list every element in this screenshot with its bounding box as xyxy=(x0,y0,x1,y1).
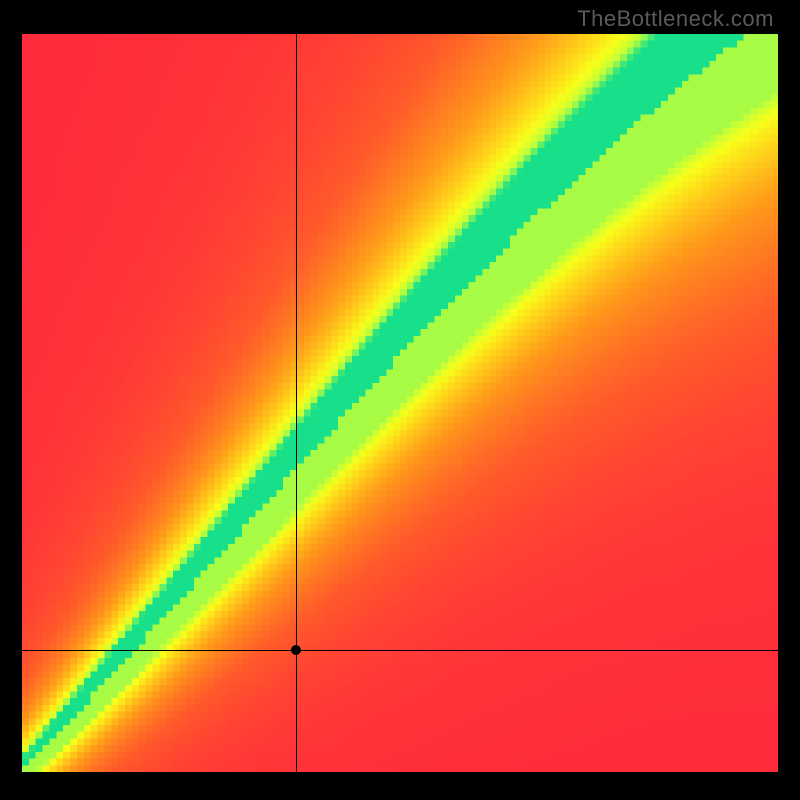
heatmap-canvas xyxy=(22,34,778,772)
figure-root: TheBottleneck.com xyxy=(0,0,800,800)
crosshair-vertical xyxy=(296,34,297,772)
crosshair-marker-dot xyxy=(291,645,301,655)
watermark-text: TheBottleneck.com xyxy=(577,6,774,32)
heatmap-plot xyxy=(22,34,778,772)
crosshair-horizontal xyxy=(22,650,778,651)
